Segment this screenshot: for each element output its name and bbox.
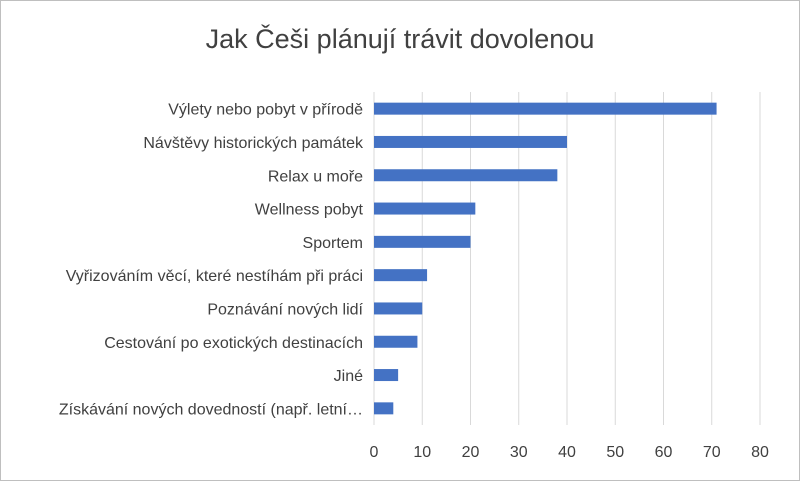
- chart-title: Jak Češi plánují trávit dovolenou: [205, 24, 595, 54]
- category-label: Vyřizováním věcí, které nestíhám při prá…: [66, 268, 363, 285]
- category-labels: Výlety nebo pobyt v přírodě Návštěvy hist…: [59, 102, 364, 419]
- x-tick-label: 40: [558, 444, 576, 461]
- x-tick-label: 30: [510, 444, 528, 461]
- x-tick-label: 20: [462, 444, 480, 461]
- bars: [374, 102, 717, 415]
- category-label: Cestování po exotických destinacích: [104, 335, 363, 352]
- category-label: Výlety nebo pobyt v přírodě: [168, 102, 363, 119]
- x-tick-label: 70: [703, 444, 721, 461]
- category-label: Jiné: [334, 368, 363, 385]
- x-tick-label: 0: [370, 444, 379, 461]
- category-label: Poznávání nových lidí: [207, 301, 363, 318]
- x-tick-label: 60: [655, 444, 673, 461]
- x-tick-label: 10: [413, 444, 431, 461]
- bar: [374, 169, 558, 182]
- bar: [374, 302, 423, 315]
- bar: [374, 269, 428, 282]
- category-label: Relax u moře: [268, 168, 363, 185]
- bar: [374, 235, 471, 248]
- bar: [374, 102, 717, 115]
- bar: [374, 202, 476, 215]
- category-label: Wellness pobyt: [255, 202, 364, 219]
- tick-labels: 0 10 20 30 40 50 60 70 80: [370, 444, 769, 461]
- bar: [374, 135, 567, 148]
- x-tick-label: 80: [751, 444, 769, 461]
- category-label: Sportem: [303, 235, 363, 252]
- bar: [374, 335, 418, 348]
- x-tick-label: 50: [606, 444, 624, 461]
- bar: [374, 369, 399, 382]
- category-label: Návštěvy historických památek: [143, 135, 364, 152]
- category-label: Získávání nových dovedností (např. letní…: [59, 401, 363, 418]
- bar: [374, 402, 394, 415]
